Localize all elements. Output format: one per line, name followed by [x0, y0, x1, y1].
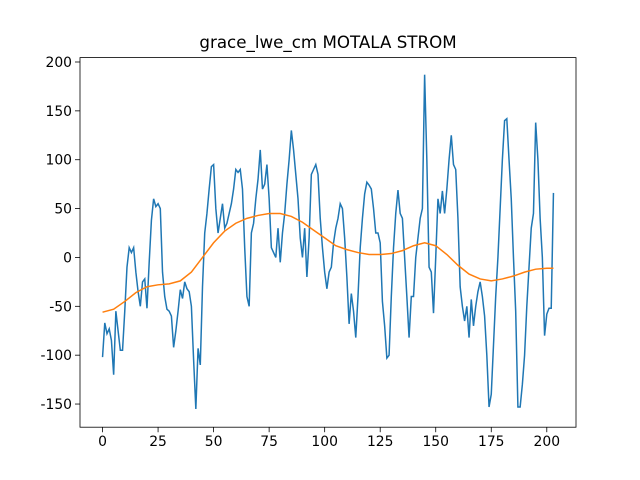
- x-tick-label: 125: [367, 434, 394, 450]
- line-series: [102, 212, 554, 313]
- chart-title: grace_lwe_cm MOTALA STROM: [199, 32, 456, 53]
- line-series: [101, 74, 555, 409]
- y-tick-label: -150: [40, 397, 72, 413]
- x-tick-label: 0: [98, 434, 107, 450]
- x-tick-label: 50: [205, 434, 223, 450]
- y-tick-label: 50: [54, 202, 72, 218]
- axes-frame: [79, 57, 577, 428]
- x-tick-label: 200: [534, 434, 561, 450]
- y-tick-label: 150: [45, 104, 72, 120]
- y-tick-label: -100: [40, 348, 72, 364]
- y-tick-label: 200: [45, 55, 72, 71]
- x-tick-label: 25: [149, 434, 167, 450]
- y-tick-label: -50: [49, 299, 72, 315]
- y-tick-label: 100: [45, 153, 72, 169]
- x-tick-label: 175: [478, 434, 505, 450]
- x-tick-label: 100: [311, 434, 338, 450]
- x-tick-label: 75: [260, 434, 278, 450]
- y-tick-label: 0: [63, 250, 72, 266]
- x-tick-label: 150: [422, 434, 449, 450]
